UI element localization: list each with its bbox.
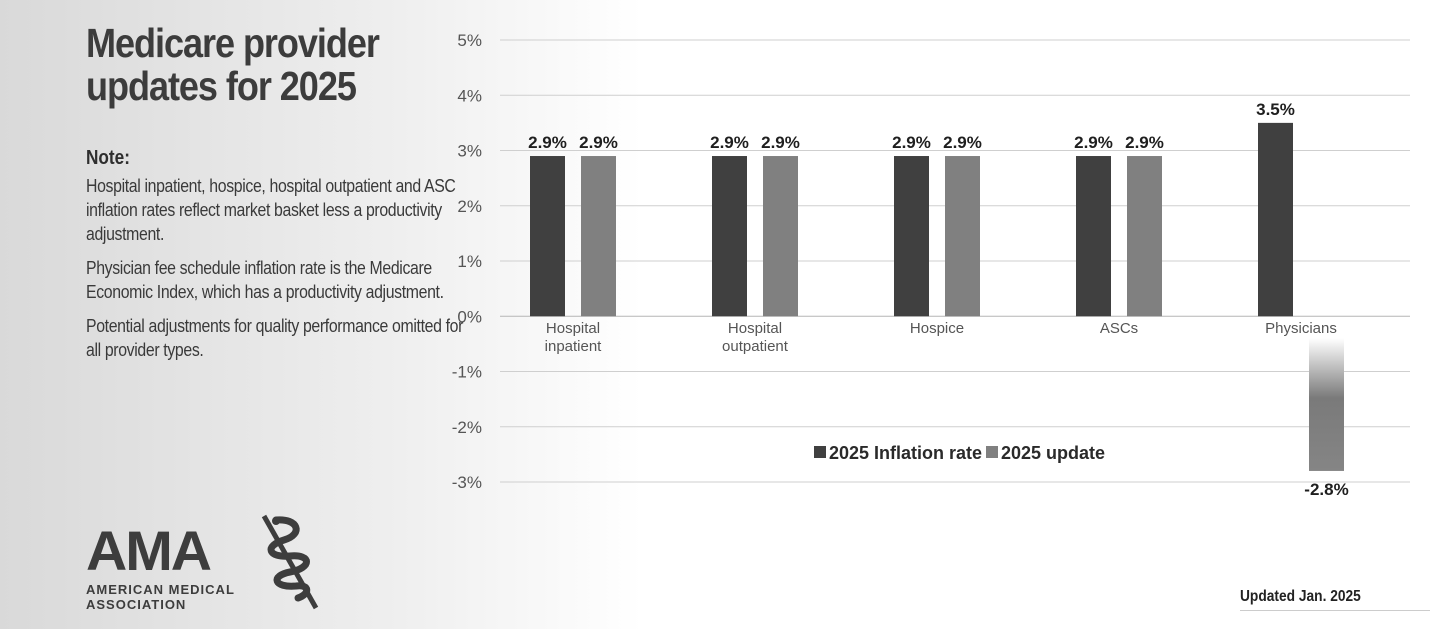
x-category-label: Hospital (546, 320, 600, 337)
staff-of-asclepius-icon (246, 512, 326, 617)
y-tick-label: 5% (457, 31, 482, 50)
x-category-label: ASCs (1100, 320, 1138, 337)
data-label: 2.9% (1074, 133, 1113, 152)
data-label: 2.9% (943, 133, 982, 152)
y-tick-label: 0% (457, 307, 482, 326)
bar (1127, 156, 1162, 317)
data-label: 2.9% (579, 133, 618, 152)
data-label: 2.9% (1125, 133, 1164, 152)
data-label: -2.8% (1304, 480, 1348, 499)
data-label: 2.9% (710, 133, 749, 152)
y-tick-label: -3% (452, 473, 482, 492)
bar (581, 156, 616, 317)
note-paragraph-2: Physician fee schedule inflation rate is… (86, 258, 444, 302)
y-tick-label: -2% (452, 418, 482, 437)
logo-mark: AMA (86, 519, 212, 582)
y-tick-label: 4% (457, 86, 482, 105)
x-category-label: Hospital (728, 320, 782, 337)
updated-divider (1240, 610, 1430, 611)
bar (945, 156, 980, 317)
x-category-label: Physicians (1265, 320, 1337, 337)
note-heading: Note: (86, 147, 130, 169)
data-label: 2.9% (892, 133, 931, 152)
legend-label: 2025 Inflation rate (829, 443, 982, 463)
y-tick-label: 3% (457, 142, 482, 161)
data-label: 2.9% (528, 133, 567, 152)
data-label: 2.9% (761, 133, 800, 152)
x-category-label: Hospice (910, 320, 964, 337)
bar (712, 156, 747, 317)
legend-swatch (814, 446, 826, 458)
y-tick-label: 1% (457, 252, 482, 271)
note-paragraph-3: Potential adjustments for quality perfor… (86, 316, 464, 360)
bar (763, 156, 798, 317)
bar (1076, 156, 1111, 317)
bar (530, 156, 565, 317)
bar (894, 156, 929, 317)
y-tick-label: -1% (452, 363, 482, 382)
legend-label: 2025 update (1001, 443, 1105, 463)
y-tick-label: 2% (457, 197, 482, 216)
bar (1309, 338, 1344, 471)
logo-subtitle-line-1: AMERICAN MEDICAL (86, 582, 235, 597)
bar (1258, 122, 1293, 317)
logo-subtitle-line-2: ASSOCIATION (86, 597, 187, 612)
x-category-label: outpatient (722, 338, 789, 355)
x-category-label: inpatient (545, 338, 603, 355)
updated-date: Updated Jan. 2025 (1240, 588, 1361, 605)
ama-logo: AMA AMERICAN MEDICAL ASSOCIATION (86, 512, 326, 617)
page-title: Medicare provider updates for 2025 (86, 20, 380, 109)
note-paragraph-1: Hospital inpatient, hospice, hospital ou… (86, 176, 456, 244)
note-paragraphs: Hospital inpatient, hospice, hospital ou… (86, 174, 486, 372)
legend-swatch (986, 446, 998, 458)
data-label: 3.5% (1256, 100, 1295, 119)
logo-subtitle: AMERICAN MEDICAL ASSOCIATION (86, 582, 235, 612)
